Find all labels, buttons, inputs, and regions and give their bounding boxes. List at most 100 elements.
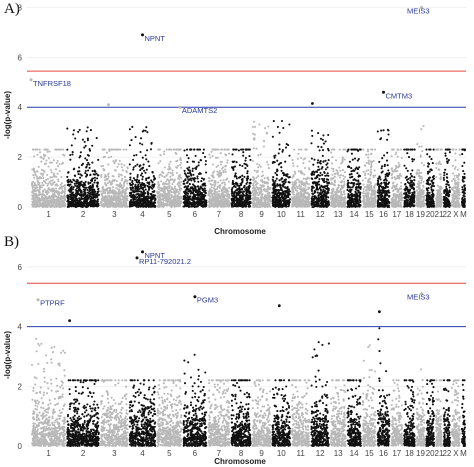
panel-a-snp-point xyxy=(180,161,183,164)
panel-a-snp-point xyxy=(327,182,330,185)
panel-a-snp-point xyxy=(63,187,67,190)
panel-a-snp-point xyxy=(326,172,329,175)
panel-a-snp-point xyxy=(96,174,99,177)
panel-a-snp-point xyxy=(302,162,305,165)
panel-a-snp-point xyxy=(41,189,45,192)
panel-a-snp-point xyxy=(186,188,189,191)
panel-a-snp-point xyxy=(38,192,41,195)
panel-a-snp-point xyxy=(219,152,222,155)
panel-a-snp-point xyxy=(254,125,257,128)
panel-a-snp-point xyxy=(278,143,281,146)
panel-a-snp-point xyxy=(320,146,323,149)
panel-a-snp-point xyxy=(179,163,182,166)
panel-a-snp-point xyxy=(34,148,37,151)
panel-a-snp-point xyxy=(136,175,139,178)
panel-a-snp-point xyxy=(310,202,313,205)
panel-a-snp-point xyxy=(32,189,35,192)
panel-a-snp-point xyxy=(147,192,150,195)
panel-a-snp-point xyxy=(275,177,278,180)
panel-a-snp-point xyxy=(280,161,283,164)
panel-a-snp-point xyxy=(128,163,131,166)
panel-a-snp-point xyxy=(298,197,301,201)
panel-a-snp-point xyxy=(300,157,303,160)
panel-a-snp-point xyxy=(234,165,237,168)
panel-a-snp-point xyxy=(51,195,55,198)
panel-a-snp-point xyxy=(96,195,99,198)
panel-a-snp-point xyxy=(40,160,43,163)
panel-a-snp-point xyxy=(89,198,92,201)
panel-a-snp-point xyxy=(242,193,245,196)
panel-a-snp-point xyxy=(168,181,171,184)
panel-a-snp-point xyxy=(159,186,162,189)
panel-a-snp-point xyxy=(137,193,141,196)
panel-a-snp-point xyxy=(189,187,192,191)
panel-a-snp-point xyxy=(252,176,255,179)
panel-a-snp-point xyxy=(129,172,132,175)
panel-a-snp-point xyxy=(252,147,255,150)
panel-a-snp-point xyxy=(40,193,44,196)
panel-a-snp-point xyxy=(314,182,317,185)
panel-a-snp-point xyxy=(145,158,148,161)
panel-a-snp-point xyxy=(167,193,170,196)
panel-a-snp-point xyxy=(116,202,119,205)
panel-a-snp-point xyxy=(220,188,223,191)
panel-a-snp-point xyxy=(69,187,72,191)
panel-a-snp-point xyxy=(297,205,300,208)
panel-a-snp-point xyxy=(165,180,168,183)
panel-a-snp-point xyxy=(186,192,190,195)
panel-a-snp-point xyxy=(272,176,275,179)
panel-a-snp-point xyxy=(63,192,66,196)
panel-a-snp-point xyxy=(236,188,239,191)
panel-a-snp-point xyxy=(257,154,260,157)
panel-a-snp-point xyxy=(199,186,202,189)
panel-a-snp-point xyxy=(228,152,231,155)
panel-a-snp-point xyxy=(148,165,151,168)
panel-a-snp-point xyxy=(140,193,143,196)
panel-a-snp-point xyxy=(173,204,177,207)
panel-a-snp-point xyxy=(292,198,295,201)
panel-a-snp-point xyxy=(141,175,144,178)
panel-a-snp-point xyxy=(113,197,116,200)
panel-a-snp-point xyxy=(190,179,193,182)
panel-a-snp-point xyxy=(318,177,321,181)
panel-a-snp-point xyxy=(204,194,207,197)
panel-a-snp-point xyxy=(326,162,329,165)
panel-a-snp-point xyxy=(96,184,99,187)
panel-a-snp-point xyxy=(252,199,255,202)
panel-a-snp-point xyxy=(263,189,266,192)
panel-a-snp-point xyxy=(48,150,51,153)
panel-a-snp-point xyxy=(281,191,285,194)
panel-a-snp-point xyxy=(315,204,318,207)
panel-a-snp-point xyxy=(322,134,325,137)
panel-a-snp-point xyxy=(222,196,225,199)
panel-a-snp-point xyxy=(49,196,52,199)
panel-a-snp-point xyxy=(163,194,166,197)
panel-a-snp-point xyxy=(219,179,222,182)
panel-a-snp-point xyxy=(255,199,258,202)
panel-a-snp-point xyxy=(255,171,258,174)
panel-a-snp-point xyxy=(111,197,114,200)
panel-a-snp-point xyxy=(78,128,81,131)
panel-a-snp-point xyxy=(114,159,117,163)
panel-a-snp-point xyxy=(58,169,61,173)
panel-a-snp-point xyxy=(259,202,263,205)
panel-a-snp-point xyxy=(140,203,143,206)
panel-a-snp-point xyxy=(61,199,64,202)
panel-a-snp-point xyxy=(161,193,164,196)
panel-a-snp-point xyxy=(66,127,69,130)
panel-a-snp-point xyxy=(313,158,316,161)
panel-a-snp-point xyxy=(42,177,45,180)
panel-a-snp-point xyxy=(145,168,148,171)
panel-a-snp-point xyxy=(131,181,134,184)
panel-a-snp-point xyxy=(108,200,111,203)
panel-a-snp-point xyxy=(265,160,269,164)
panel-a-snp-point xyxy=(160,195,163,198)
panel-a-snp-point xyxy=(73,174,76,177)
panel-a-snp-point xyxy=(129,186,132,189)
panel-a-snp-point xyxy=(40,172,43,175)
panel-a-snp-point xyxy=(276,195,279,198)
panel-a-snp-point xyxy=(134,183,137,186)
panel-a-snp-point xyxy=(177,190,180,194)
panel-a-snp-point xyxy=(46,173,49,176)
panel-a-snp-point xyxy=(294,172,297,175)
